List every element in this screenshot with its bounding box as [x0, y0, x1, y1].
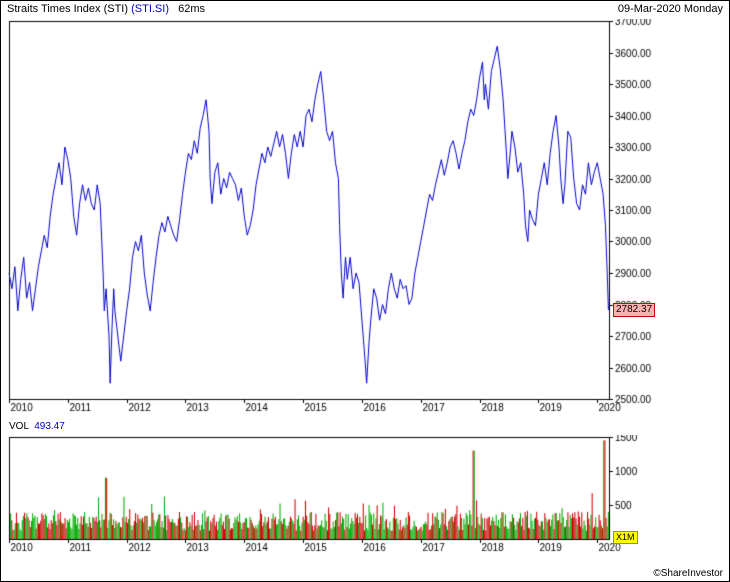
volume-header: VOL 493.47: [9, 421, 65, 432]
vol-value: 493.47: [34, 421, 65, 432]
price-line-chart: [5, 19, 665, 415]
latency: 62ms: [178, 3, 205, 15]
ticker-symbol: (STI.SI): [131, 3, 169, 15]
volume-bar-chart: [5, 435, 665, 555]
x1m-tag: X1M: [613, 531, 638, 544]
copyright: ©ShareInvestor: [653, 568, 723, 579]
vol-label: VOL: [9, 421, 29, 432]
date-label: 09-Mar-2020 Monday: [618, 3, 723, 15]
chart-title: Straits Times Index (STI) (STI.SI) 62ms: [7, 3, 205, 15]
index-name: Straits Times Index (STI): [7, 3, 128, 15]
current-price-tag: 2782.37: [613, 303, 655, 317]
